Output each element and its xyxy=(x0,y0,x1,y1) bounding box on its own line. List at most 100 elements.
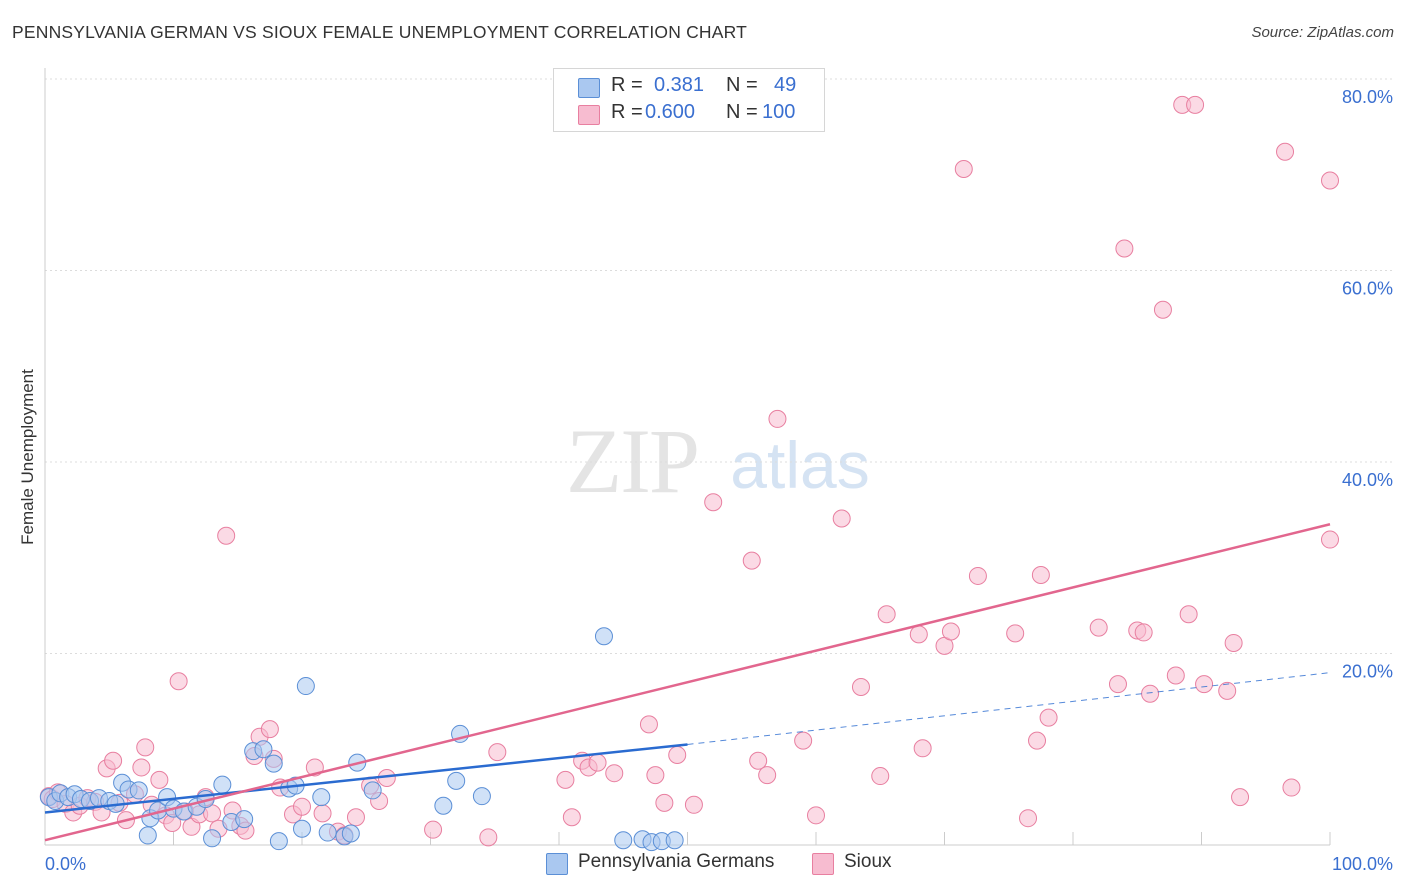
legend-n-label: N = xyxy=(726,101,758,123)
pennsylvania-germans-point xyxy=(235,810,254,829)
legend-n-label: N = xyxy=(726,74,758,96)
sioux-point xyxy=(668,745,687,764)
sioux-point xyxy=(1166,666,1185,685)
sioux-point xyxy=(479,828,498,847)
sioux-point xyxy=(1179,605,1198,624)
pink-swatch xyxy=(578,105,600,125)
sioux-point xyxy=(346,808,365,827)
sioux-point xyxy=(1134,623,1153,642)
y-tick-label: 40.0% xyxy=(1342,470,1393,490)
sioux-point xyxy=(954,160,973,179)
sioux-point xyxy=(293,797,311,816)
sioux-point xyxy=(851,678,870,697)
sioux-point xyxy=(424,820,443,839)
correlation-legend: R = 0.381 N = 49 R = 0.600 N = 100 xyxy=(553,68,825,132)
sioux-point xyxy=(1115,239,1134,258)
sioux-point xyxy=(556,770,575,789)
sioux-point xyxy=(132,758,151,777)
bottom-legend-pennsylvania-germans: Pennsylvania Germans xyxy=(546,850,806,876)
sioux-point xyxy=(605,764,624,783)
sioux-point xyxy=(562,808,581,827)
sioux-point xyxy=(260,720,279,739)
pennsylvania-germans-point xyxy=(665,831,684,850)
sioux-point xyxy=(1153,300,1172,319)
sioux-point xyxy=(169,672,188,691)
pennsylvania-germans-point xyxy=(594,627,613,646)
sioux-point xyxy=(639,715,658,734)
sioux-point xyxy=(684,795,703,814)
legend-r-label: R = xyxy=(611,74,643,96)
sioux-point xyxy=(807,806,825,825)
sioux-point xyxy=(1321,530,1339,549)
sioux-point xyxy=(1282,778,1301,797)
sioux-point xyxy=(1031,565,1050,584)
sioux-point xyxy=(313,804,332,823)
sioux-point xyxy=(217,526,236,545)
y-tick-label: 60.0% xyxy=(1342,279,1393,299)
sioux-point xyxy=(909,625,928,644)
sioux-point xyxy=(1089,618,1108,637)
pennsylvania-germans-point xyxy=(269,832,288,851)
trend-line-dashed-pennsylvania-germans xyxy=(687,672,1331,745)
sioux-point xyxy=(1276,142,1295,161)
sioux-point xyxy=(871,767,890,786)
bottom-legend-label: Pennsylvania Germans xyxy=(578,851,775,872)
pennsylvania-germans-point xyxy=(293,819,311,838)
pennsylvania-germans-point xyxy=(296,677,315,696)
legend-r-label: R = xyxy=(611,101,643,123)
legend-row-sioux: R = 0.600 N = 100 xyxy=(554,101,824,128)
pennsylvania-germans-point xyxy=(312,788,331,807)
pennsylvania-germans-point xyxy=(254,740,273,759)
sioux-point xyxy=(1231,788,1250,807)
chart-title: PENNSYLVANIA GERMAN VS SIOUX FEMALE UNEM… xyxy=(12,22,748,42)
y-tick-label: 80.0% xyxy=(1342,87,1393,107)
bottom-legend-label: Sioux xyxy=(844,851,892,872)
sioux-point xyxy=(968,566,987,585)
pennsylvania-germans-point xyxy=(363,781,382,800)
legend-n-value: 49 xyxy=(774,74,797,96)
trend-line-pennsylvania-germans xyxy=(44,743,688,814)
sioux-point xyxy=(1028,731,1047,750)
sioux-point xyxy=(758,766,777,785)
sioux-point xyxy=(136,738,155,757)
pennsylvania-germans-point xyxy=(318,823,337,842)
sioux-point xyxy=(794,731,813,750)
pennsylvania-germans-point xyxy=(434,796,453,815)
sioux-point xyxy=(1186,95,1205,114)
sioux-point xyxy=(742,551,761,570)
sioux-point xyxy=(768,409,787,428)
watermark-atlas: atlas xyxy=(730,428,869,502)
pennsylvania-germans-point xyxy=(341,824,360,843)
pennsylvania-germans-point xyxy=(138,826,157,845)
pennsylvania-germans-point xyxy=(447,771,466,790)
sioux-point xyxy=(646,766,665,785)
sioux-point xyxy=(704,493,723,512)
sioux-point xyxy=(1006,624,1025,643)
sioux-point xyxy=(1039,708,1058,727)
sioux-point xyxy=(1218,681,1237,700)
pennsylvania-germans-point xyxy=(264,754,283,773)
source-label: Source: ZipAtlas.com xyxy=(1251,24,1394,41)
sioux-point xyxy=(1108,675,1127,694)
sioux-point xyxy=(1141,684,1160,703)
x-tick-label: 0.0% xyxy=(45,854,86,874)
sioux-point xyxy=(488,743,507,762)
sioux-point xyxy=(913,739,932,758)
legend-n-value: 100 xyxy=(762,101,796,123)
watermark-zip: ZIP xyxy=(566,410,698,512)
trend-line-sioux xyxy=(44,523,1331,842)
legend-r-value: 0.381 xyxy=(654,74,705,96)
sioux-point xyxy=(1321,171,1339,190)
pennsylvania-germans-point xyxy=(472,787,491,806)
sioux-point xyxy=(150,770,169,789)
y-axis-label: Female Unemployment xyxy=(18,369,37,545)
sioux-point xyxy=(941,622,960,641)
sioux-point xyxy=(655,793,674,812)
sioux-point xyxy=(588,753,607,772)
x-tick-label: 100.0% xyxy=(1332,854,1393,874)
blue-swatch xyxy=(546,853,568,875)
pink-swatch xyxy=(812,853,834,875)
sioux-point xyxy=(104,751,123,770)
legend-r-value: 0.600 xyxy=(645,101,696,123)
